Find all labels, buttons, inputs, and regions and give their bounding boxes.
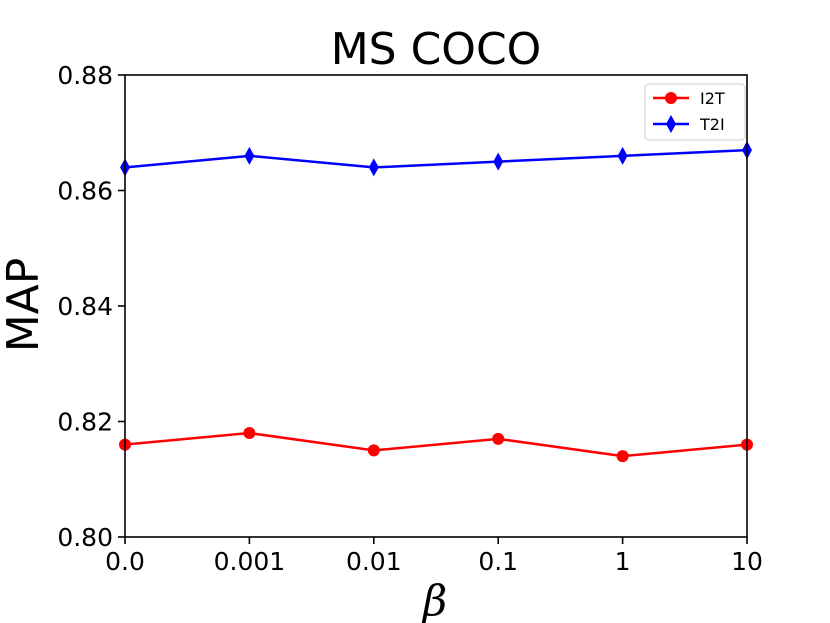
data-point-t2i [617, 146, 628, 165]
x-tick-label: 0.0 [105, 547, 145, 576]
legend-label-i2t: I2T [700, 89, 725, 108]
x-tick-label: 1 [615, 547, 631, 576]
data-point-t2i [493, 152, 504, 171]
x-tick-label: 0.001 [214, 547, 286, 576]
series-t2i [120, 141, 752, 177]
y-tick-label: 0.88 [57, 61, 113, 90]
data-point-i2t [367, 444, 380, 457]
data-point-t2i [244, 146, 255, 165]
x-tick-label: 0.01 [346, 547, 402, 576]
legend-label-t2i: T2I [699, 115, 725, 134]
legend-entry-i2t: I2T [653, 89, 725, 108]
axes-frame [124, 74, 748, 538]
axes: 0.80 0.82 0.84 0.86 0.88 0.0 0.001 0.01 0.1 1 10 [57, 61, 763, 576]
legend: I2T T2I [644, 83, 746, 141]
y-axis-label: MAP [0, 258, 49, 353]
x-axis-label: β [421, 576, 447, 623]
legend-marker-i2t [665, 92, 677, 104]
legend-entry-t2i: T2I [653, 115, 725, 134]
series-i2t [119, 427, 753, 463]
x-tick-label: 10 [731, 547, 763, 576]
series-line-i2t [124, 431, 748, 458]
chart-title: MS COCO [331, 24, 542, 75]
legend-box [644, 83, 746, 141]
y-tick-label: 0.84 [57, 292, 113, 321]
x-tick-label: 0.1 [478, 547, 518, 576]
data-point-i2t [492, 432, 505, 445]
y-tick-label: 0.80 [57, 523, 113, 552]
data-point-t2i [368, 158, 379, 177]
data-point-i2t [616, 450, 629, 463]
data-point-i2t [243, 427, 256, 440]
series-line-t2i [124, 148, 748, 169]
plot-area [119, 141, 753, 463]
y-tick-label: 0.86 [57, 177, 113, 206]
legend-marker-t2i [666, 115, 676, 133]
y-tick-label: 0.82 [57, 408, 113, 437]
